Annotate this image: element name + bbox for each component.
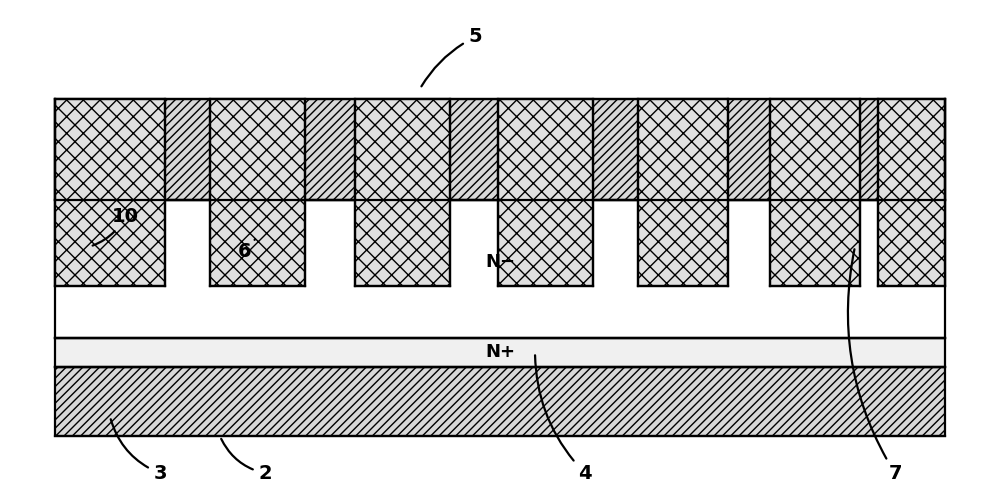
Bar — [770, 99, 860, 286]
Bar — [355, 99, 450, 286]
Bar — [878, 99, 945, 286]
Bar — [770, 99, 860, 286]
Bar — [210, 99, 305, 286]
Text: N−: N− — [485, 253, 515, 271]
Bar — [878, 99, 945, 286]
Text: 2: 2 — [221, 439, 272, 483]
Bar — [498, 99, 593, 286]
Bar — [55, 367, 945, 436]
Bar — [55, 99, 165, 286]
Bar — [355, 99, 450, 286]
Bar — [55, 99, 165, 286]
Text: 3: 3 — [111, 419, 167, 483]
Bar — [638, 99, 728, 286]
Text: 4: 4 — [535, 355, 592, 483]
Bar — [210, 99, 305, 286]
Text: 5: 5 — [421, 28, 482, 86]
Bar — [55, 200, 945, 338]
Text: 10: 10 — [93, 208, 138, 246]
Bar — [498, 99, 593, 286]
Text: 6: 6 — [238, 239, 255, 261]
Bar — [55, 99, 945, 200]
Text: N+: N+ — [485, 344, 515, 361]
Bar — [55, 338, 945, 367]
Text: 7: 7 — [848, 249, 902, 483]
Bar — [638, 99, 728, 286]
